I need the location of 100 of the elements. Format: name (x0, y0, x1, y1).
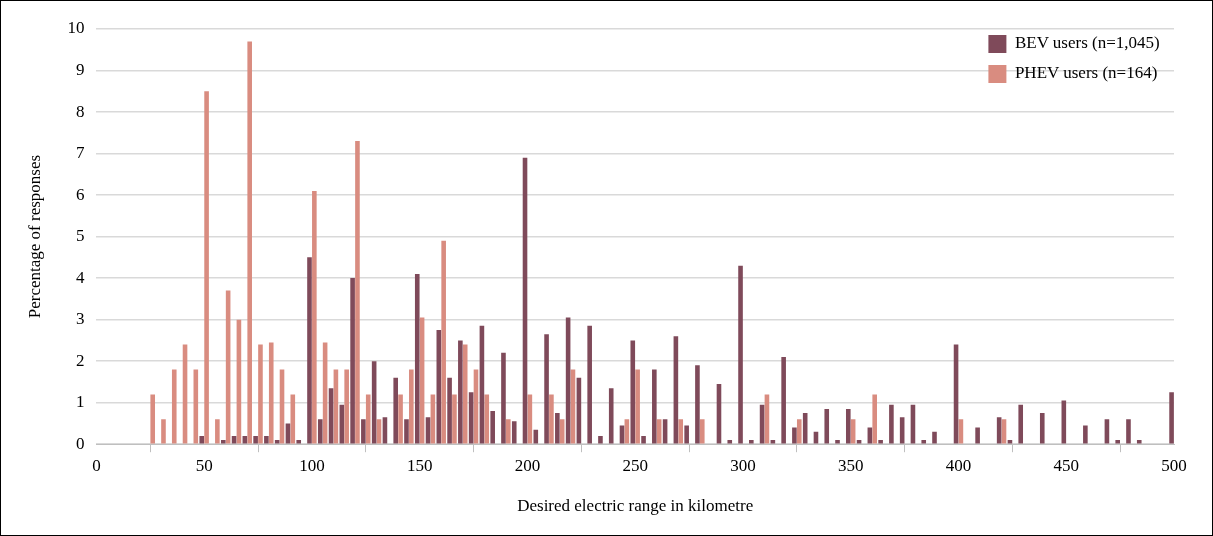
bar (290, 394, 296, 444)
y-tick-label: 7 (75, 143, 85, 163)
bar (796, 419, 802, 444)
bar (247, 41, 252, 444)
bar (312, 190, 317, 444)
bar (458, 340, 463, 444)
bar (215, 419, 220, 444)
y-axis-title: Percentage of responses (24, 154, 44, 319)
bar (630, 340, 636, 444)
bar (555, 413, 560, 444)
bar (501, 352, 506, 444)
y-tick-label: 3 (75, 309, 85, 329)
bar (361, 419, 366, 444)
bar (1115, 440, 1120, 444)
bar (317, 419, 323, 444)
bar (268, 342, 274, 444)
bar (204, 91, 209, 444)
y-tick-label: 2 (75, 350, 85, 370)
bar (484, 394, 490, 444)
bar (549, 394, 554, 444)
bar (393, 377, 399, 444)
bar (350, 278, 355, 444)
bar (835, 440, 840, 444)
x-tick-label: 450 (1053, 455, 1079, 475)
bar (171, 369, 177, 444)
bar (220, 440, 226, 444)
bar (652, 369, 657, 444)
x-tick-label: 200 (514, 455, 541, 475)
bar (441, 240, 446, 444)
bar (641, 435, 646, 444)
bar (490, 410, 495, 444)
bar (544, 334, 549, 444)
bar (506, 419, 511, 444)
bar (1136, 440, 1142, 444)
bar (781, 357, 786, 444)
legend-label: PHEV users (n=164) (1014, 63, 1158, 83)
bar (258, 344, 263, 444)
x-tick-label: 500 (1161, 455, 1187, 475)
x-tick-label: 50 (195, 455, 213, 475)
bar (511, 421, 517, 444)
bar (452, 394, 457, 444)
x-tick-label: 400 (945, 455, 972, 475)
y-tick-label: 9 (75, 59, 85, 79)
bar (1083, 425, 1088, 444)
x-tick-label: 250 (622, 455, 648, 475)
bar (598, 435, 603, 444)
bar (398, 394, 403, 444)
bar (1126, 419, 1131, 444)
bar (878, 440, 883, 444)
bar (307, 257, 312, 444)
bar (199, 435, 205, 444)
legend-label: BEV users (n=1,045) (1014, 33, 1160, 53)
bar (932, 431, 937, 444)
x-tick-label: 350 (837, 455, 864, 475)
bar (409, 369, 414, 444)
x-tick-label: 150 (406, 455, 433, 475)
bar (921, 440, 927, 444)
bar (587, 325, 592, 444)
bar (462, 344, 468, 444)
bar (296, 440, 302, 444)
bar (738, 265, 743, 444)
bar (845, 408, 851, 444)
bar (344, 369, 349, 444)
bar (253, 435, 258, 444)
bar (447, 377, 452, 444)
x-tick-label: 300 (730, 455, 756, 475)
y-tick-label: 4 (75, 267, 85, 287)
bar (1039, 413, 1045, 444)
bar (889, 404, 894, 444)
bar (824, 408, 830, 444)
bar (749, 440, 754, 444)
bar (355, 141, 360, 444)
bar (608, 388, 614, 444)
bar (365, 394, 371, 444)
y-tick-label: 6 (75, 184, 85, 204)
bar (635, 369, 640, 444)
bar (533, 429, 539, 444)
bar (414, 273, 420, 444)
bar (699, 419, 705, 444)
y-tick-label: 5 (75, 226, 85, 246)
bar (727, 440, 733, 444)
bar (678, 419, 684, 444)
bar (975, 427, 980, 444)
x-axis-title: Desired electric range in kilometre (517, 496, 754, 516)
bar (695, 365, 700, 444)
y-tick-label: 1 (75, 392, 85, 412)
bar (684, 425, 689, 444)
bar (1018, 404, 1024, 444)
bar (264, 435, 269, 444)
x-tick-label: 100 (299, 455, 325, 475)
x-tick-label: 0 (92, 455, 101, 475)
bar (792, 427, 797, 444)
bar (872, 394, 877, 444)
bar (161, 419, 166, 444)
bar (404, 419, 409, 444)
y-tick-label: 0 (75, 433, 85, 453)
bar (150, 394, 156, 444)
bar (1169, 392, 1174, 444)
y-tick-label: 10 (67, 18, 85, 38)
y-tick-label: 8 (75, 101, 85, 121)
